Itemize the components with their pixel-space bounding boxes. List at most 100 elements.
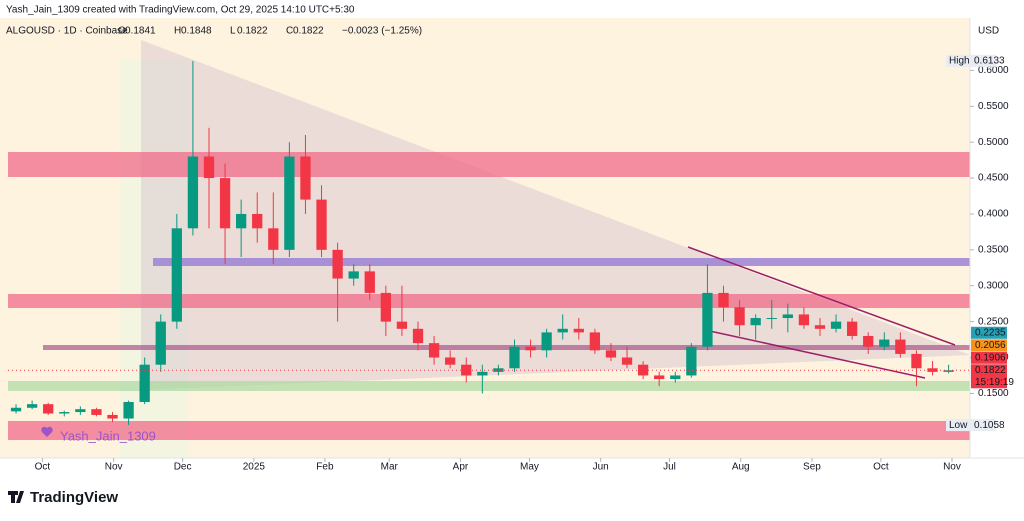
y-tick-label: 0.3500	[978, 244, 1009, 255]
candle-body	[412, 328, 424, 344]
candle-body	[525, 346, 536, 351]
marker-box	[946, 419, 996, 432]
candle-body	[846, 321, 858, 336]
candle-body	[477, 371, 488, 376]
zone	[8, 152, 970, 177]
price-label-box	[971, 351, 1007, 364]
price-label: 0.2056	[975, 340, 1006, 351]
change: −0.0023 (−1.25%)	[342, 26, 422, 37]
candle-body	[26, 404, 38, 408]
candle-body	[123, 402, 134, 419]
footer-logo: TradingView	[30, 489, 118, 506]
candle-body	[235, 213, 247, 229]
candle-body	[284, 156, 295, 250]
marker-value: 0.6133	[974, 55, 1005, 66]
x-tick-label: Apr	[453, 462, 469, 473]
x-tick-label: Jul	[663, 462, 676, 473]
marker-label: Low	[949, 420, 968, 431]
candle-body	[155, 321, 166, 365]
y-tick-label: 0.4500	[978, 173, 1009, 184]
x-tick-label: Nov	[105, 462, 123, 473]
x-tick-label: 2025	[243, 462, 266, 473]
y-tick-label: 0.5000	[978, 137, 1009, 148]
price-label-box	[971, 339, 1007, 352]
zone	[8, 421, 970, 440]
candle-body	[734, 307, 745, 326]
candle-body	[332, 249, 343, 279]
watermark-icon	[41, 426, 53, 437]
candle-body	[750, 318, 761, 326]
candle-body	[670, 375, 681, 380]
x-tick-label: Feb	[316, 462, 334, 473]
candle-body	[798, 314, 810, 326]
candle-body	[895, 339, 906, 354]
zone	[153, 258, 970, 266]
candle-body	[557, 328, 568, 333]
candle-body	[573, 328, 584, 333]
x-tick-label: Oct	[35, 462, 51, 473]
candle-body	[718, 292, 729, 308]
marker-value: 0.1058	[974, 420, 1005, 431]
x-tick-label: Sep	[803, 462, 821, 473]
x-tick-label: Aug	[732, 462, 750, 473]
x-tick-label: Jun	[593, 462, 609, 473]
ohlc-key: L	[230, 26, 236, 37]
x-tick-label: Mar	[381, 462, 399, 473]
candle-body	[43, 404, 54, 414]
candle-body	[187, 156, 199, 229]
candle-body	[911, 353, 922, 369]
ohlc-value: 0.1841	[125, 26, 156, 37]
trend-line	[687, 246, 956, 346]
price-label: 0.1822	[975, 365, 1006, 376]
watermark: Yash_Jain_1309	[60, 428, 156, 443]
candle-body	[461, 364, 472, 376]
zone	[8, 381, 970, 391]
candle-body	[621, 357, 633, 365]
ohlc-key: H	[174, 26, 181, 37]
x-tick-label: Nov	[943, 462, 961, 473]
y-tick-label: 0.6000	[978, 65, 1009, 76]
candle-body	[75, 409, 86, 413]
zone	[8, 294, 970, 308]
candle-body	[766, 318, 777, 320]
x-tick-label: Oct	[873, 462, 889, 473]
candle-body	[814, 325, 826, 329]
logo-icon	[8, 491, 24, 503]
candle-body	[637, 364, 649, 376]
ohlc-key: C	[286, 26, 293, 37]
price-label: 0.2235	[975, 327, 1006, 338]
currency: USD	[978, 26, 999, 37]
candle-body	[252, 213, 263, 229]
price-label-box	[971, 326, 1007, 339]
candle-body	[91, 409, 102, 415]
candle-body	[348, 271, 359, 279]
candle-body	[702, 292, 713, 347]
candle-body	[139, 364, 150, 403]
marker-label: High	[949, 55, 970, 66]
price-label-box	[971, 364, 1007, 389]
candle-body	[879, 339, 890, 347]
y-tick-label: 0.1500	[978, 388, 1009, 399]
x-tick-label: May	[520, 462, 539, 473]
candle-body	[380, 292, 391, 322]
candle-body	[830, 321, 842, 329]
x-tick-label: Dec	[174, 462, 192, 473]
zone	[43, 345, 970, 350]
candle-body	[171, 228, 182, 322]
y-tick-label: 0.5500	[978, 101, 1009, 112]
candle-body	[654, 375, 665, 380]
candle-body	[541, 332, 552, 351]
header: Yash_Jain_1309 created with TradingView.…	[6, 5, 355, 16]
marker-box	[946, 54, 996, 67]
candle-body	[396, 321, 408, 329]
candle-body	[59, 412, 70, 414]
candle-body	[493, 368, 504, 372]
candle-body	[364, 271, 375, 293]
candle-body	[863, 335, 874, 347]
candle-body	[445, 357, 456, 365]
y-tick-label: 0.2500	[978, 316, 1009, 327]
candle-body	[509, 346, 520, 369]
candle-body	[300, 156, 311, 200]
y-tick-label: 0.4000	[978, 209, 1009, 220]
